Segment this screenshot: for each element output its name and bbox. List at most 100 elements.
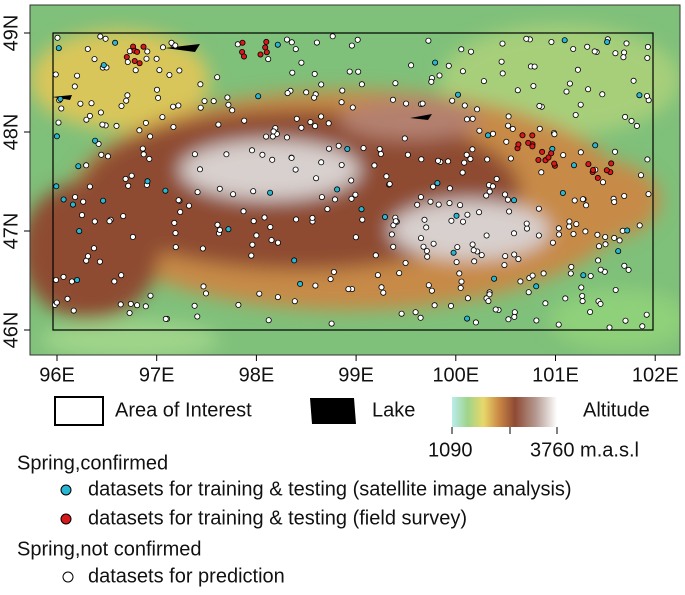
prediction-point xyxy=(504,196,511,203)
prediction-point xyxy=(102,35,109,42)
prediction-point xyxy=(507,155,514,162)
prediction-point xyxy=(74,72,81,79)
prediction-point xyxy=(355,68,362,75)
prediction-point xyxy=(560,152,567,159)
prediction-point xyxy=(424,253,431,260)
prediction-point xyxy=(567,270,574,277)
prediction-point xyxy=(531,63,538,70)
prediction-point xyxy=(96,258,103,265)
prediction-point xyxy=(134,302,141,309)
prediction-point xyxy=(298,124,305,131)
prediction-point xyxy=(423,224,430,231)
prediction-point xyxy=(313,39,320,46)
prediction-point xyxy=(85,253,92,260)
prediction-point xyxy=(129,233,136,240)
prediction-point xyxy=(123,97,130,104)
prediction-point xyxy=(274,294,281,301)
prediction-point xyxy=(261,214,268,221)
prediction-point xyxy=(312,282,319,289)
prediction-point xyxy=(489,130,496,137)
prediction-point xyxy=(140,151,147,158)
prediction-point xyxy=(383,173,390,180)
prediction-point xyxy=(53,276,60,283)
field-point xyxy=(257,51,264,58)
prediction-point xyxy=(248,147,255,154)
prediction-point xyxy=(111,278,118,285)
prediction-point xyxy=(602,233,609,240)
field-point xyxy=(262,44,269,51)
prediction-point xyxy=(555,225,562,232)
prediction-point xyxy=(639,323,646,330)
prediction-point xyxy=(454,244,461,251)
prediction-point xyxy=(270,128,277,135)
prediction-point xyxy=(124,59,131,66)
prediction-point xyxy=(459,169,466,176)
prediction-point xyxy=(587,272,594,279)
prediction-point xyxy=(99,121,106,128)
prediction-point xyxy=(489,183,496,190)
prediction-point xyxy=(122,175,129,182)
prediction-point xyxy=(404,151,411,158)
prediction-point xyxy=(524,225,531,232)
prediction-point xyxy=(91,245,98,252)
prediction-point xyxy=(492,306,499,313)
field-point xyxy=(123,54,130,61)
prediction-point xyxy=(171,219,178,226)
prediction-point xyxy=(510,230,517,237)
prediction-point xyxy=(162,315,169,322)
prediction-point xyxy=(392,80,399,87)
prediction-point xyxy=(118,103,125,110)
prediction-point xyxy=(636,222,643,229)
prediction-point xyxy=(97,109,104,116)
prediction-point xyxy=(571,197,578,204)
prediction-point xyxy=(445,158,452,165)
satellite-point xyxy=(381,213,388,220)
prediction-point xyxy=(430,183,437,190)
field-point xyxy=(131,58,138,65)
prediction-point xyxy=(113,122,120,129)
satellite-point xyxy=(450,249,457,256)
prediction-point xyxy=(170,124,177,131)
prediction-point xyxy=(58,105,65,112)
prediction-point xyxy=(136,127,143,134)
x-tick-label: 97E xyxy=(139,364,175,386)
prediction-point xyxy=(523,220,530,227)
satellite-point xyxy=(274,41,281,48)
prediction-point xyxy=(269,133,276,140)
prediction-point xyxy=(555,321,562,328)
satellite-point xyxy=(225,226,232,233)
prediction-point xyxy=(374,272,381,279)
satellite-point xyxy=(615,248,622,255)
prediction-point xyxy=(176,67,183,74)
prediction-point xyxy=(644,93,651,100)
prediction-point xyxy=(80,198,87,205)
prediction-point xyxy=(574,66,581,73)
prediction-point xyxy=(420,243,427,250)
prediction-point xyxy=(263,133,270,140)
satellite-point xyxy=(510,197,517,204)
prediction-point xyxy=(328,320,335,327)
prediction-point xyxy=(428,287,435,294)
satellite-point xyxy=(432,59,439,66)
satellite-point xyxy=(484,132,491,139)
prediction-point xyxy=(606,324,613,331)
prediction-point xyxy=(216,226,223,233)
prediction-point xyxy=(86,112,93,119)
prediction-point xyxy=(401,135,408,142)
prediction-point xyxy=(645,191,652,198)
prediction-point xyxy=(292,46,299,53)
x-tick-label: 101E xyxy=(532,364,579,386)
satellite-point xyxy=(344,145,351,152)
terrain xyxy=(30,5,680,355)
prediction-point xyxy=(291,298,298,305)
prediction-point xyxy=(166,72,173,79)
field-point xyxy=(608,160,615,167)
altitude-min: 1090 xyxy=(428,439,473,461)
prediction-point xyxy=(358,81,365,88)
prediction-point xyxy=(288,154,295,161)
prediction-point xyxy=(616,237,623,244)
satellite-point xyxy=(53,133,60,140)
satellite-point xyxy=(533,283,540,290)
y-tick-label: 48N xyxy=(0,114,22,151)
altitude-max: 3760 m.a.s.l xyxy=(530,439,639,461)
